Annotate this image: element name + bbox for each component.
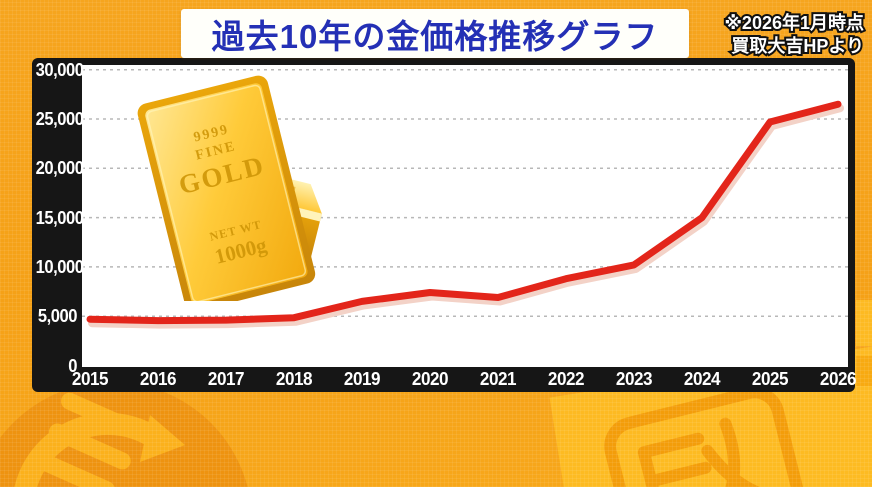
title-banner: 過去10年の金価格推移グラフ [181,9,689,58]
gold-bars-image: 9999 FINE GOLD NET WT 1000g [137,75,322,301]
x-axis-label: 2026 [819,369,857,389]
price-line-shadow [88,104,844,329]
price-line-layer [86,100,844,329]
kanji-watermark [604,386,813,487]
x-axis-label: 2018 [275,369,313,389]
y-axis-label: 20,000 [35,158,84,179]
x-axis-label: 2025 [751,369,789,389]
x-axis-label: 2022 [547,369,585,389]
x-axis-label: 2015 [71,369,109,389]
source-note: ※2026年1月時点 買取大吉HPより [722,11,866,58]
price-line [86,100,842,325]
x-axis-label: 2020 [411,369,449,389]
note-line-2: 買取大吉HPより [729,34,866,58]
edge-tile [856,300,872,346]
x-axis-label: 2024 [683,369,721,389]
x-axis-label: 2016 [139,369,177,389]
page-title: 過去10年の金価格推移グラフ [211,17,659,55]
y-axis-label: 30,000 [35,59,84,80]
chart-frame: 9999 FINE GOLD NET WT 1000g 0 5,000 10,000… [32,58,857,392]
y-axis-label: 15,000 [35,207,84,228]
x-axis-label: 2017 [207,369,245,389]
y-axis-label: 5,000 [37,306,78,327]
gold-bar-front: 9999 FINE GOLD NET WT 1000g [137,75,316,301]
plot-area: 9999 FINE GOLD NET WT 1000g [82,65,848,367]
y-axis-label: 10,000 [35,256,84,277]
y-axis-label: 25,000 [35,109,84,129]
x-axis-label: 2019 [343,369,381,389]
note-line-1: ※2026年1月時点 [722,11,866,35]
x-axis-label: 2021 [479,369,517,389]
x-axis-label: 2023 [615,369,653,389]
coin-watermark [0,382,248,487]
edge-tile [856,356,872,386]
y-axis-label: 0 [68,355,77,376]
